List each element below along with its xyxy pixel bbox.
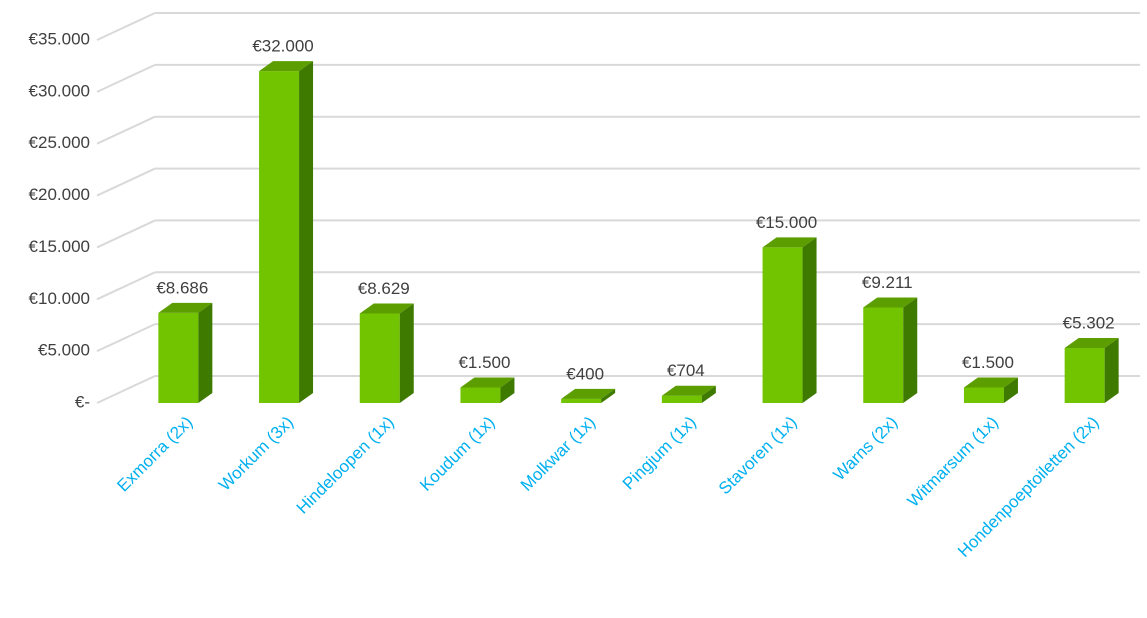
y-tick-label: €25.000 bbox=[29, 133, 90, 152]
bar-side bbox=[299, 61, 314, 403]
bar-side bbox=[601, 388, 616, 403]
x-tick-label: Molkwar (1x) bbox=[517, 413, 599, 495]
bar-side bbox=[1104, 338, 1119, 403]
x-tick-label: Warns (2x) bbox=[829, 413, 901, 485]
y-tick-label: €15.000 bbox=[29, 237, 90, 256]
value-label: €15.000 bbox=[756, 213, 817, 232]
y-tick-label: €30.000 bbox=[29, 81, 90, 100]
bar bbox=[561, 398, 602, 403]
bar bbox=[259, 71, 300, 403]
value-label: €9.211 bbox=[862, 273, 913, 292]
x-tick-label: Pingjum (1x) bbox=[619, 413, 700, 494]
grid-line-side bbox=[96, 271, 156, 301]
value-label: €32.000 bbox=[252, 37, 313, 56]
bar-top bbox=[762, 237, 817, 248]
value-label: €704 bbox=[667, 361, 705, 380]
value-label: €8.629 bbox=[358, 279, 410, 298]
bar-side bbox=[500, 377, 515, 403]
grid-line-side bbox=[96, 323, 156, 353]
grid-line-side bbox=[96, 219, 156, 249]
value-label: €8.686 bbox=[156, 278, 208, 297]
value-label: €1.500 bbox=[458, 353, 510, 372]
x-tick-label: Koudum (1x) bbox=[416, 413, 498, 495]
grid-line-side bbox=[96, 167, 156, 197]
bar-top bbox=[1064, 338, 1119, 349]
y-tick-label: €- bbox=[75, 392, 90, 411]
x-tick-label: Workum (3x) bbox=[215, 413, 297, 495]
bar-side bbox=[903, 297, 918, 403]
y-tick-label: €10.000 bbox=[29, 289, 90, 308]
y-tick-label: €35.000 bbox=[29, 29, 90, 48]
bar-side bbox=[1003, 377, 1018, 403]
bar-side bbox=[399, 303, 414, 403]
bar-top bbox=[561, 388, 616, 399]
bar-side bbox=[802, 237, 817, 403]
bar bbox=[158, 312, 199, 403]
y-tick-label: €20.000 bbox=[29, 185, 90, 204]
bar-top bbox=[259, 61, 314, 72]
bar bbox=[1064, 348, 1105, 403]
bar bbox=[460, 387, 501, 403]
bar bbox=[963, 387, 1004, 403]
grid-line-side bbox=[96, 63, 156, 93]
bar-top bbox=[158, 302, 213, 313]
bar-side bbox=[701, 385, 716, 403]
x-tick-label: Exmorra (2x) bbox=[113, 413, 196, 496]
grid-line-side bbox=[96, 115, 156, 145]
bar bbox=[863, 307, 904, 403]
bar-top bbox=[863, 297, 918, 308]
value-label: €5.302 bbox=[1063, 313, 1115, 332]
y-tick-label: €5.000 bbox=[38, 341, 90, 360]
value-label: €400 bbox=[566, 364, 604, 383]
value-label: €1.500 bbox=[962, 353, 1014, 372]
x-tick-label: Stavoren (1x) bbox=[715, 413, 801, 499]
grid-line-side bbox=[96, 375, 156, 404]
bar bbox=[762, 247, 803, 403]
bar-top bbox=[460, 377, 515, 388]
bar-side bbox=[198, 302, 213, 403]
bar bbox=[359, 313, 400, 403]
x-tick-label: Witmarsum (1x) bbox=[904, 413, 1002, 511]
bar-top bbox=[661, 385, 716, 396]
bar-top bbox=[963, 377, 1018, 388]
x-tick-label: Hindeloopen (1x) bbox=[293, 413, 398, 518]
bar bbox=[661, 395, 702, 403]
grid-line-side bbox=[96, 12, 156, 41]
bar-top bbox=[359, 303, 414, 314]
